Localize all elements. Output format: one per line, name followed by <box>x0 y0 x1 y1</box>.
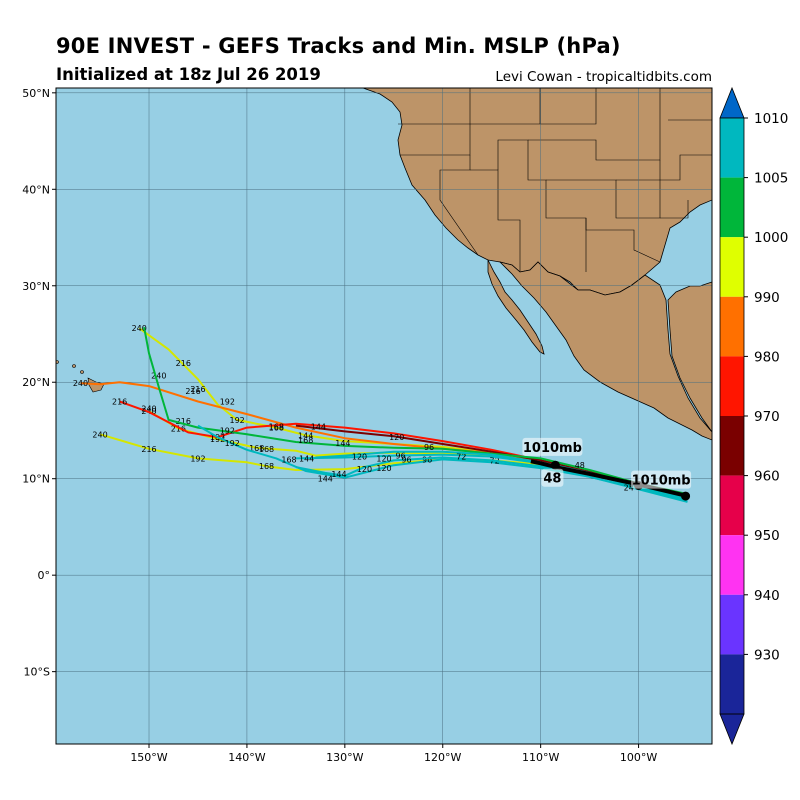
track-line <box>295 456 688 503</box>
forecast-hour-label: 240 <box>92 430 107 439</box>
forecast-hour-label: 24 <box>624 483 634 492</box>
forecast-hour-label: 240 <box>132 324 147 333</box>
lat-tick-label: 50°N <box>22 87 50 100</box>
forecast-hour-label: 120 <box>376 464 391 473</box>
forecast-hour-label: 192 <box>210 435 225 444</box>
lat-tick-label: 30°N <box>22 280 50 293</box>
forecast-hour-label: 120 <box>357 465 372 474</box>
lon-tick-label: 150°W <box>130 751 167 764</box>
forecast-hour-label: 96 <box>396 452 406 461</box>
intensity-label: 1010mb <box>632 474 691 489</box>
forecast-hour-label: 168 <box>249 444 264 453</box>
forecast-hour-label: 192 <box>225 439 240 448</box>
forecast-hour-label: 216 <box>176 359 191 368</box>
lat-tick-label: 10°N <box>22 473 50 486</box>
lat-tick-label: 0° <box>38 569 51 582</box>
forecast-hour-label: 168 <box>269 424 284 433</box>
longitude-ticks: 150°W 140°W 130°W 120°W 110°W 100°W <box>130 744 657 764</box>
lon-tick-label: 110°W <box>522 751 559 764</box>
lon-tick-label: 140°W <box>228 751 265 764</box>
forecast-hour-label: 48 <box>575 461 585 470</box>
credit-text: Levi Cowan - tropicaltidbits.com <box>495 69 712 85</box>
state-borders <box>398 88 712 272</box>
lon-tick-label: 120°W <box>424 751 461 764</box>
forecast-hour-label: 216 <box>190 385 205 394</box>
forecast-hour-label: 168 <box>269 423 284 432</box>
hawaiian-islands <box>56 360 105 393</box>
forecast-hour-label: 240 <box>73 379 88 388</box>
forecast-hour-label: 144 <box>318 475 333 484</box>
forecast-hour-label: 144 <box>311 423 326 432</box>
forecast-hour-label: 240 <box>141 404 156 413</box>
forecast-hour-label: 144 <box>299 454 314 463</box>
track-position-marker <box>681 491 691 501</box>
forecast-hour-label: 144 <box>335 439 350 448</box>
forecast-hour-label: 96 <box>424 443 434 452</box>
forecast-hour-label: 192 <box>190 454 205 463</box>
track-line <box>143 327 688 496</box>
forecast-hour-label: 168 <box>298 436 313 445</box>
lat-tick-label: 40°N <box>22 183 50 196</box>
forecast-hour-label: 168 <box>259 462 274 471</box>
forecast-hour-label: 216 <box>141 445 156 454</box>
forecast-hour-label: 120 <box>376 454 391 463</box>
forecast-hour-label: 144 <box>298 431 313 440</box>
intensity-annotations: 1010mb 48 1010mb <box>522 437 692 501</box>
forecast-hour-label: 192 <box>220 426 235 435</box>
annotation-box <box>522 437 583 456</box>
forecast-hour-label: 96 <box>422 455 432 464</box>
forecast-hour-label: 216 <box>176 417 191 426</box>
forecast-hour-label: 192 <box>220 398 235 407</box>
forecast-hour-label: 144 <box>331 470 346 479</box>
track-position-marker <box>550 460 560 470</box>
lat-tick-label: 10°S <box>24 666 50 679</box>
forecast-hour-label: 216 <box>112 398 127 407</box>
forecast-hour-label: 120 <box>389 433 404 442</box>
latitude-ticks: 50°N 40°N 30°N 20°N 10°N 0° 10°S <box>22 87 56 679</box>
lon-tick-label: 100°W <box>620 751 657 764</box>
forecast-hour-label: 72 <box>456 453 466 462</box>
page-title: 90E INVEST - GEFS Tracks and Min. MSLP (… <box>56 34 621 58</box>
forecast-hour-label: 120 <box>352 453 367 462</box>
track-member: 96 120 144 <box>295 455 688 503</box>
mexico-mainland <box>498 261 712 441</box>
lat-tick-label: 20°N <box>22 376 50 389</box>
baja-california <box>487 259 545 355</box>
annotation-box <box>631 470 692 489</box>
forecast-hour-label: 96 <box>401 455 411 464</box>
map-frame <box>55 87 713 745</box>
forecast-hour-label: 216 <box>171 425 186 434</box>
forecast-hour-label: 168 <box>259 445 274 454</box>
forecast-hour-label: 192 <box>229 416 244 425</box>
forecast-hour-label: 240 <box>151 371 166 380</box>
annotation-box <box>541 468 564 487</box>
forecast-hour-label: 216 <box>185 387 200 396</box>
lon-tick-label: 130°W <box>326 751 363 764</box>
forecast-hour-label: 168 <box>281 455 296 464</box>
lat-lon-grid <box>56 88 712 744</box>
intensity-label: 48 <box>543 472 561 487</box>
intensity-label: 1010mb <box>523 441 582 456</box>
page-subtitle: Initialized at 18z Jul 26 2019 <box>56 65 321 84</box>
